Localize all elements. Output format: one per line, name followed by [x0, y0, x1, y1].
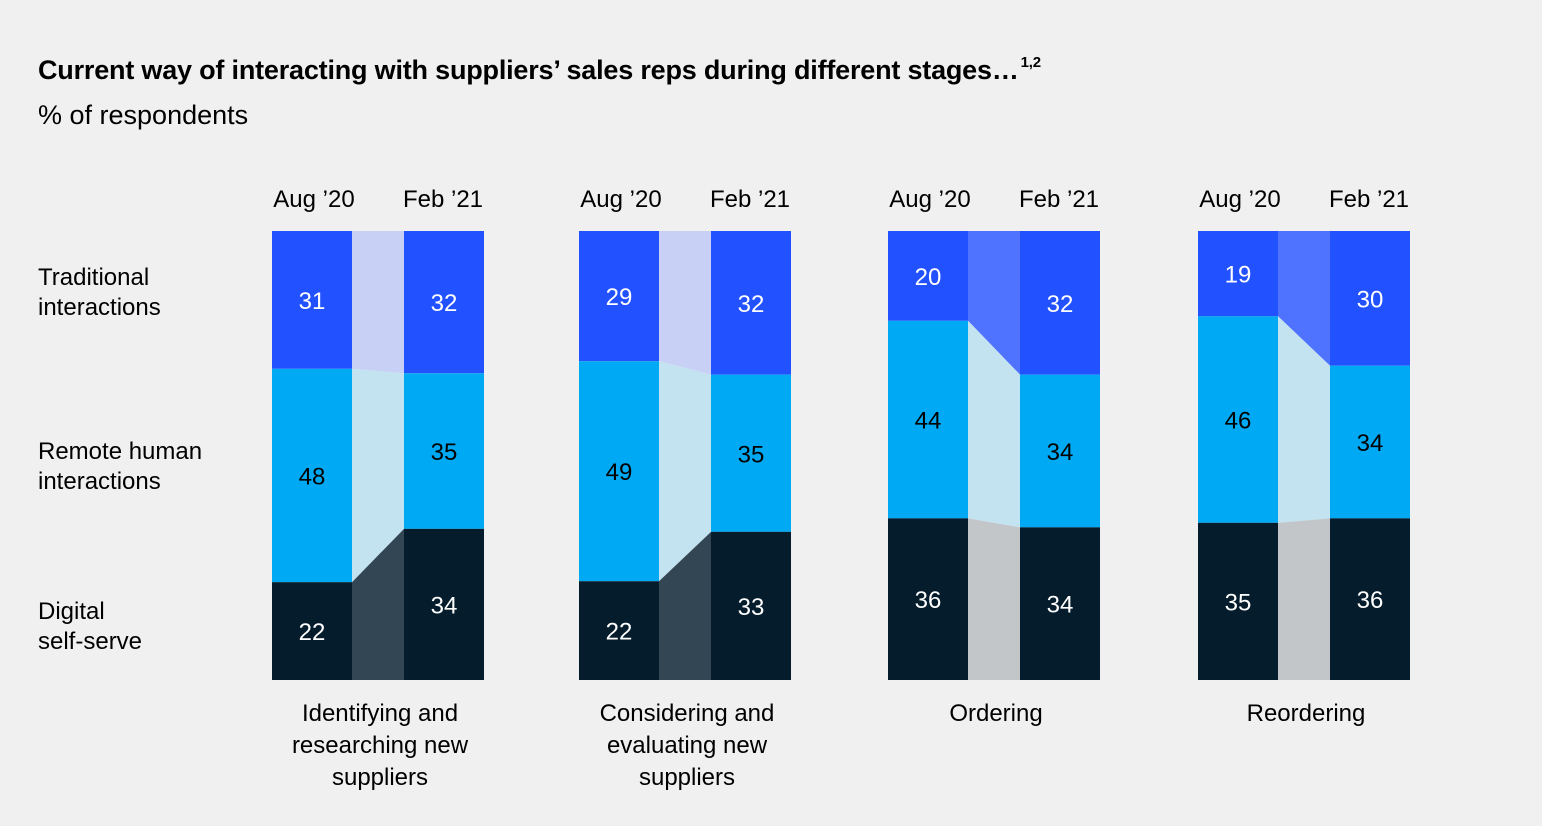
value-label-aug20-digital: 22	[299, 619, 326, 646]
bar-feb21-traditional	[1020, 231, 1100, 375]
row-label-digital: Digital self-serve	[38, 598, 143, 655]
value-label-feb21-traditional: 32	[431, 290, 458, 317]
bar-feb21-digital	[404, 528, 484, 680]
value-label-aug20-remote: 49	[606, 459, 633, 486]
bar-aug20-digital	[579, 581, 659, 680]
value-label-feb21-remote: 35	[738, 441, 765, 468]
connector-traditional	[1278, 231, 1330, 366]
title-footnote: 1,2	[1020, 54, 1041, 71]
row-label-remote: Remote human interactions	[38, 438, 203, 495]
bar-aug20-traditional	[272, 231, 352, 369]
bar-feb21-digital	[711, 531, 791, 680]
chart-title-text: Current way of interacting with supplier…	[38, 55, 1019, 85]
value-label-aug20-remote: 48	[299, 464, 326, 491]
period-label-aug20: Aug ’20	[580, 186, 661, 213]
bar-feb21-remote	[1330, 365, 1410, 519]
period-label-feb21: Feb ’21	[710, 186, 790, 213]
value-label-aug20-traditional: 19	[1225, 262, 1252, 289]
period-label-aug20: Aug ’20	[889, 186, 970, 213]
value-label-feb21-traditional: 32	[1047, 291, 1074, 318]
value-label-aug20-traditional: 31	[299, 288, 326, 315]
value-label-feb21-traditional: 30	[1357, 286, 1384, 313]
bar-aug20-traditional	[1198, 231, 1278, 317]
connector-digital	[968, 518, 1020, 680]
connector-remote	[659, 361, 711, 582]
value-label-feb21-digital: 34	[431, 592, 458, 619]
connector-digital	[659, 531, 711, 680]
period-label-aug20: Aug ’20	[273, 186, 354, 213]
bar-aug20-digital	[888, 518, 968, 680]
value-label-aug20-digital: 36	[915, 587, 942, 614]
bar-aug20-digital	[272, 582, 352, 680]
connector-remote	[352, 368, 404, 583]
connector-remote	[1278, 316, 1330, 523]
bar-aug20-traditional	[888, 231, 968, 321]
value-label-feb21-traditional: 32	[738, 291, 765, 318]
value-label-feb21-digital: 36	[1357, 587, 1384, 614]
connector-traditional	[659, 231, 711, 375]
chart-subtitle: % of respondents	[38, 100, 249, 130]
bar-aug20-remote	[1198, 316, 1278, 523]
value-label-aug20-traditional: 20	[915, 264, 942, 291]
bar-aug20-remote	[888, 320, 968, 519]
bar-aug20-remote	[579, 361, 659, 582]
bar-aug20-traditional	[579, 231, 659, 362]
bar-aug20-digital	[1198, 522, 1278, 680]
period-label-aug20: Aug ’20	[1199, 186, 1280, 213]
connector-traditional	[352, 231, 404, 374]
bar-feb21-remote	[1020, 374, 1100, 528]
value-label-feb21-digital: 33	[738, 594, 765, 621]
value-label-feb21-remote: 34	[1047, 439, 1074, 466]
period-label-feb21: Feb ’21	[1329, 186, 1409, 213]
value-label-feb21-remote: 34	[1357, 430, 1384, 457]
bar-feb21-digital	[1330, 518, 1410, 680]
value-label-aug20-remote: 46	[1225, 408, 1252, 435]
period-label-feb21: Feb ’21	[1019, 186, 1099, 213]
bar-feb21-remote	[711, 374, 791, 532]
chart-title: Current way of interacting with supplier…	[38, 54, 1041, 86]
bar-feb21-traditional	[1330, 231, 1410, 366]
row-label-traditional: Traditional interactions	[38, 264, 161, 321]
connector-traditional	[968, 231, 1020, 375]
bar-aug20-remote	[272, 368, 352, 583]
value-label-feb21-digital: 34	[1047, 592, 1074, 619]
connector-digital	[1278, 518, 1330, 680]
connector-remote	[968, 320, 1020, 528]
period-label-feb21: Feb ’21	[403, 186, 483, 213]
group-label: Ordering	[949, 700, 1042, 727]
value-label-aug20-digital: 22	[606, 619, 633, 646]
bar-feb21-traditional	[711, 231, 791, 375]
group-label: Reordering	[1247, 700, 1366, 727]
group-label: Considering and evaluating new suppliers	[600, 700, 775, 791]
value-label-aug20-remote: 44	[915, 408, 942, 435]
bar-feb21-remote	[404, 373, 484, 529]
value-label-aug20-digital: 35	[1225, 589, 1252, 616]
group-label: Identifying and researching new suppliers	[292, 700, 469, 791]
bar-feb21-digital	[1020, 527, 1100, 680]
connector-digital	[352, 528, 404, 680]
bar-feb21-traditional	[404, 231, 484, 374]
value-label-feb21-remote: 35	[431, 439, 458, 466]
value-label-aug20-traditional: 29	[606, 284, 633, 311]
